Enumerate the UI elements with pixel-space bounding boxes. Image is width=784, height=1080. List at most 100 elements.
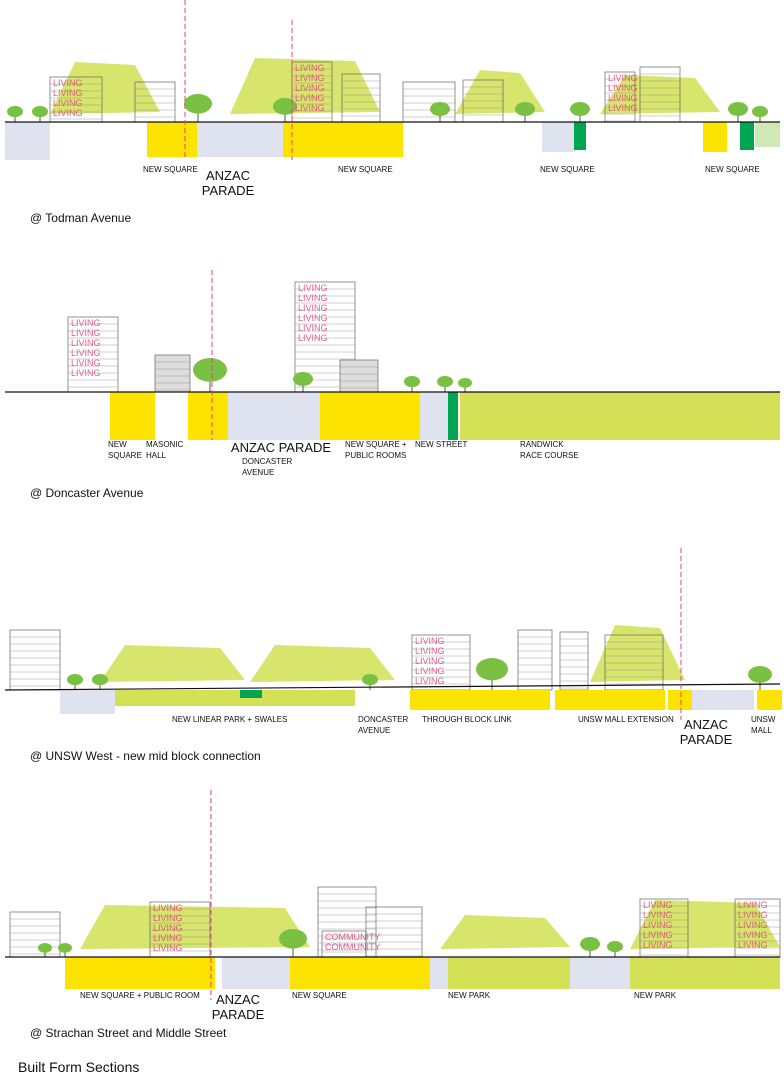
tree xyxy=(7,106,23,118)
section-label: HALL xyxy=(146,451,167,460)
building-label: LIVING xyxy=(643,930,673,940)
section-label: RACE COURSE xyxy=(520,451,579,460)
square-block xyxy=(410,690,550,710)
building-label: LIVING xyxy=(71,338,101,348)
section-label: PUBLIC ROOMS xyxy=(345,451,406,460)
building-label: LIVING xyxy=(298,293,328,303)
building xyxy=(339,359,379,393)
building-label: LIVING xyxy=(298,313,328,323)
diagram-title: Built Form Sections xyxy=(18,1059,139,1075)
green-strip xyxy=(574,122,586,150)
ground-line xyxy=(4,683,781,691)
section-label: NEW PARK xyxy=(634,991,677,1000)
building-label: LIVING xyxy=(298,323,328,333)
building-label: LIVING xyxy=(295,93,325,103)
section-label: AVENUE xyxy=(358,726,390,735)
section-label: NEW xyxy=(108,440,127,449)
building-label: LIVING xyxy=(415,656,445,666)
building-label: LIVING xyxy=(71,348,101,358)
building xyxy=(154,354,191,393)
street-block xyxy=(197,122,283,157)
street-block xyxy=(60,690,115,714)
building-label: LIVING xyxy=(153,933,183,943)
street-block xyxy=(692,690,754,710)
tree xyxy=(752,106,768,118)
tree xyxy=(279,929,307,949)
square-block xyxy=(188,392,228,440)
building-label: LIVING xyxy=(153,903,183,913)
building-label: LIVING xyxy=(415,676,445,686)
park-block xyxy=(448,957,570,989)
tree xyxy=(404,376,420,388)
street-block xyxy=(430,957,448,989)
tree xyxy=(728,102,748,116)
tree xyxy=(58,943,72,953)
building xyxy=(9,629,61,691)
section-label: NEW LINEAR PARK + SWALES xyxy=(172,715,287,724)
building-label: LIVING xyxy=(53,108,83,118)
canopy xyxy=(80,905,310,949)
section-label: NEW SQUARE + PUBLIC ROOM xyxy=(80,991,200,1000)
square-block xyxy=(320,392,420,440)
building-label: LIVING xyxy=(415,646,445,656)
building xyxy=(517,629,553,691)
square-block xyxy=(668,690,692,710)
tree xyxy=(273,98,297,115)
square-block xyxy=(147,122,197,157)
section-label: NEW PARK xyxy=(448,991,491,1000)
section-label: UNSW MALL EXTENSION xyxy=(578,715,674,724)
section-label: ANZAC xyxy=(684,717,728,732)
tree xyxy=(476,658,508,681)
section-label: NEW SQUARE + xyxy=(345,440,407,449)
building-label: LIVING xyxy=(298,283,328,293)
section-label: PARADE xyxy=(202,183,255,198)
section-label: ANZAC PARADE xyxy=(231,440,331,455)
street-block xyxy=(542,122,574,152)
section-label: PARADE xyxy=(212,1007,265,1022)
building-label: LIVING xyxy=(298,333,328,343)
park-block xyxy=(630,957,780,989)
section-label: NEW SQUARE xyxy=(540,165,595,174)
section-label: NEW SQUARE xyxy=(143,165,198,174)
green-strip xyxy=(448,392,458,440)
section-texts: LIVINGLIVINGLIVINGLIVINGLIVINGLIVINGLIVI… xyxy=(30,63,776,1040)
canopy xyxy=(230,58,380,114)
street-block xyxy=(420,392,448,440)
tree xyxy=(748,666,772,683)
building-label: LIVING xyxy=(643,920,673,930)
building-label: LIVING xyxy=(53,78,83,88)
building-label: LIVING xyxy=(643,940,673,950)
building-label: LIVING xyxy=(738,940,768,950)
building-label: LIVING xyxy=(153,913,183,923)
building-label: LIVING xyxy=(415,666,445,676)
canopy xyxy=(600,75,720,114)
building-label: LIVING xyxy=(71,318,101,328)
tree xyxy=(184,94,212,114)
section-label: RANDWICK xyxy=(520,440,564,449)
building-label: LIVING xyxy=(298,303,328,313)
tree xyxy=(607,941,623,953)
building-label: LIVING xyxy=(738,920,768,930)
square-block xyxy=(65,957,215,989)
building-label: LIVING xyxy=(643,910,673,920)
verge-block xyxy=(755,122,780,147)
section-label: SQUARE xyxy=(108,451,142,460)
section-drawings xyxy=(4,0,782,1000)
building-label: LIVING xyxy=(53,88,83,98)
section-label: MASONIC xyxy=(146,440,184,449)
street-block xyxy=(222,957,290,989)
street-block xyxy=(228,392,320,440)
section-caption: @ UNSW West - new mid block connection xyxy=(30,749,261,763)
street-block xyxy=(5,122,50,160)
building-label: LIVING xyxy=(53,98,83,108)
tree xyxy=(293,372,313,386)
tree xyxy=(570,102,590,116)
building-label: LIVING xyxy=(415,636,445,646)
section-label: NEW SQUARE xyxy=(338,165,393,174)
tree xyxy=(515,102,535,116)
park-block xyxy=(115,690,355,706)
section-caption: @ Todman Avenue xyxy=(30,211,131,225)
section-label: NEW STREET xyxy=(415,440,468,449)
building-label: LIVING xyxy=(608,103,638,113)
tree xyxy=(193,358,227,382)
